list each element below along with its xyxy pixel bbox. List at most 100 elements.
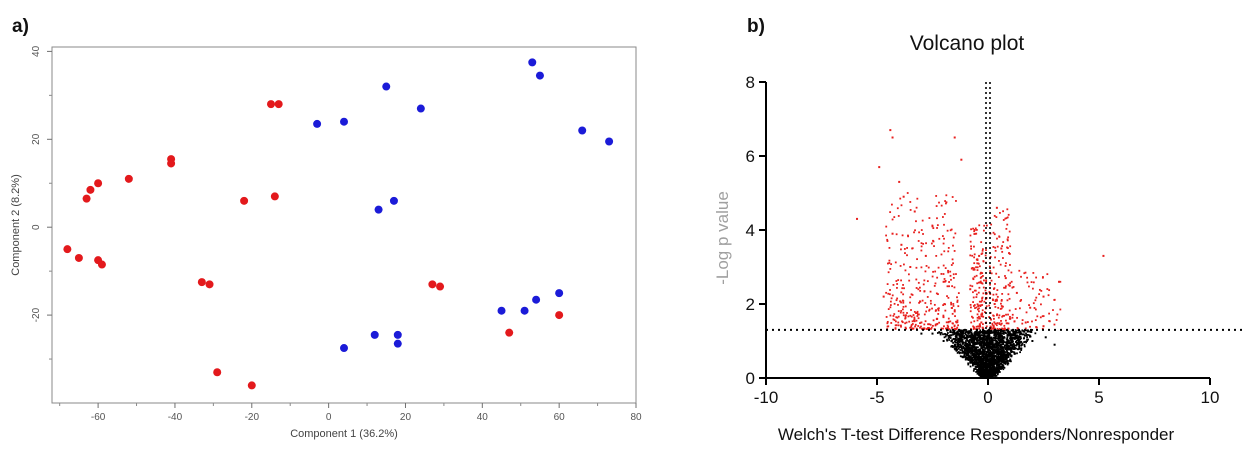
- nonsignificant-point: [1018, 346, 1021, 349]
- significant-point: [909, 326, 912, 329]
- nonsignificant-point: [1029, 335, 1031, 338]
- nonsignificant-point: [999, 330, 1002, 333]
- nonsignificant-point: [982, 351, 985, 354]
- red-sample-point: [74, 253, 83, 262]
- nonsignificant-point: [982, 355, 985, 357]
- nonsignificant-point: [983, 342, 986, 345]
- significant-point: [934, 324, 937, 327]
- nonsignificant-point: [980, 363, 982, 366]
- nonsignificant-point: [994, 345, 996, 348]
- significant-point: [981, 249, 984, 252]
- significant-point: [972, 296, 975, 299]
- significant-point: [945, 201, 948, 204]
- nonsignificant-point: [999, 344, 1002, 347]
- significant-point: [973, 245, 975, 248]
- nonsignificant-point: [975, 352, 978, 355]
- red-sample-point: [505, 328, 514, 337]
- nonsignificant-point: [940, 331, 943, 334]
- nonsignificant-point: [978, 360, 981, 363]
- significant-point: [1048, 320, 1051, 323]
- nonsignificant-point: [1011, 346, 1014, 349]
- significant-point: [925, 265, 928, 267]
- significant-point: [1010, 271, 1013, 274]
- nonsignificant-point: [1016, 337, 1019, 340]
- nonsignificant-point: [972, 334, 975, 337]
- significant-point: [915, 287, 918, 289]
- nonsignificant-point: [1008, 348, 1011, 351]
- nonsignificant-point: [1013, 337, 1016, 340]
- nonsignificant-point: [980, 370, 983, 372]
- nonsignificant-point: [999, 347, 1001, 350]
- nonsignificant-point: [991, 347, 994, 350]
- nonsignificant-point: [966, 354, 969, 357]
- nonsignificant-point: [996, 332, 999, 334]
- nonsignificant-point: [1000, 359, 1003, 362]
- nonsignificant-point: [977, 350, 980, 353]
- nonsignificant-point: [936, 332, 939, 334]
- nonsignificant-point: [1002, 340, 1005, 343]
- nonsignificant-point: [1023, 343, 1026, 346]
- significant-point: [942, 216, 944, 218]
- nonsignificant-point: [966, 347, 969, 349]
- significant-point: [889, 304, 892, 306]
- nonsignificant-point: [975, 362, 978, 365]
- nonsignificant-point: [992, 346, 995, 349]
- nonsignificant-point: [1010, 355, 1013, 358]
- significant-point: [982, 286, 985, 289]
- nonsignificant-point: [975, 347, 978, 350]
- nonsignificant-point: [981, 374, 983, 376]
- significant-point: [1003, 328, 1006, 331]
- nonsignificant-point: [974, 357, 977, 360]
- significant-point: [922, 233, 924, 235]
- significant-point: [938, 237, 941, 240]
- nonsignificant-point: [1034, 332, 1037, 335]
- significant-point: [956, 299, 959, 302]
- significant-point: [938, 321, 941, 324]
- nonsignificant-point: [1018, 341, 1020, 343]
- nonsignificant-point: [987, 330, 990, 333]
- nonsignificant-point: [986, 332, 989, 335]
- nonsignificant-point: [992, 371, 995, 374]
- significant-point: [1010, 280, 1013, 283]
- significant-point: [900, 248, 902, 251]
- significant-point: [973, 327, 976, 329]
- nonsignificant-point: [965, 340, 967, 342]
- significant-point: [1019, 300, 1022, 302]
- significant-point: [969, 310, 972, 313]
- significant-point: [1034, 299, 1037, 302]
- significant-point: [904, 322, 907, 325]
- nonsignificant-point: [1014, 335, 1017, 338]
- red-sample-point: [86, 185, 95, 194]
- significant-point: [954, 315, 956, 318]
- significant-point: [928, 217, 931, 219]
- significant-point: [940, 253, 943, 256]
- nonsignificant-point: [997, 354, 1000, 357]
- red-sample-point: [274, 100, 283, 109]
- significant-point: [1004, 286, 1007, 289]
- nonsignificant-point: [969, 334, 972, 337]
- significant-point: [900, 325, 902, 328]
- significant-point: [984, 298, 987, 301]
- nonsignificant-point: [984, 374, 987, 377]
- nonsignificant-point: [994, 342, 997, 345]
- significant-point: [1024, 271, 1027, 274]
- nonsignificant-point: [976, 359, 978, 362]
- significant-point: [980, 253, 983, 255]
- nonsignificant-point: [986, 367, 989, 369]
- nonsignificant-point: [994, 346, 997, 349]
- nonsignificant-point: [1015, 330, 1018, 333]
- blue-sample-point: [535, 71, 544, 80]
- nonsignificant-point: [993, 356, 996, 359]
- significant-point: [878, 166, 881, 169]
- blue-sample-point: [382, 82, 391, 91]
- nonsignificant-point: [1007, 353, 1010, 356]
- nonsignificant-point: [979, 329, 982, 332]
- nonsignificant-point: [970, 332, 973, 335]
- nonsignificant-point: [979, 344, 982, 347]
- significant-point: [895, 299, 898, 302]
- significant-point: [985, 305, 988, 308]
- significant-point: [951, 326, 954, 329]
- nonsignificant-point: [990, 336, 993, 339]
- nonsignificant-point: [985, 340, 988, 342]
- significant-point: [905, 314, 907, 317]
